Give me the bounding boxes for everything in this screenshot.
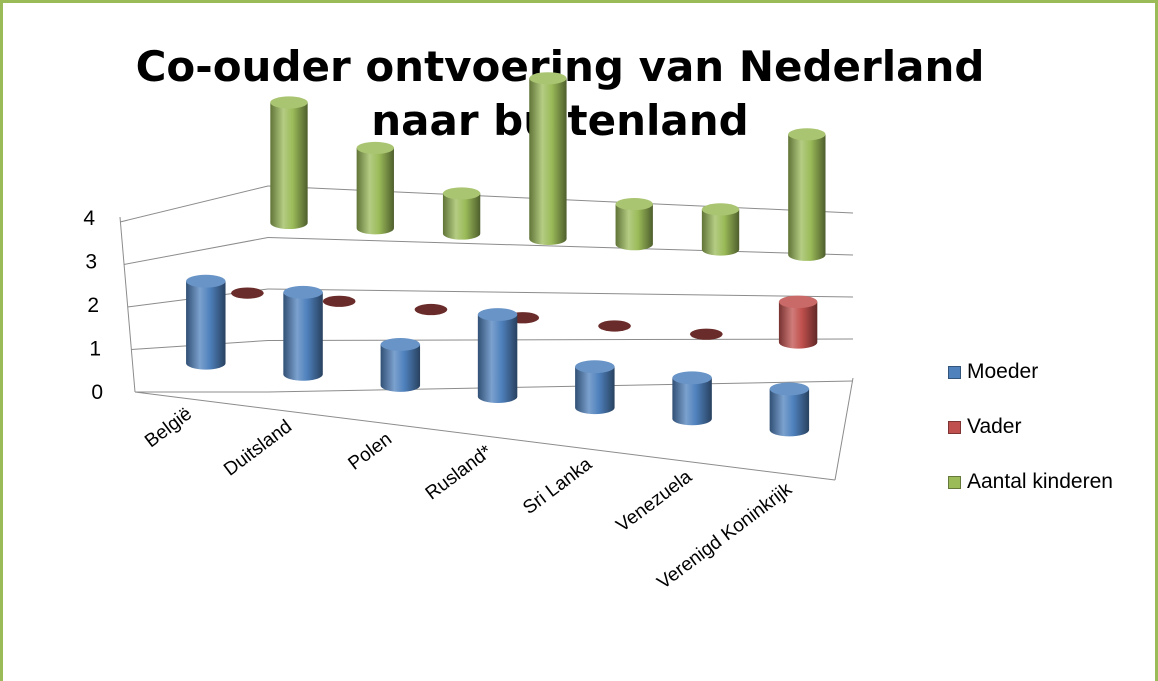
bar-aantal-kinderen-belgie xyxy=(270,96,308,230)
gridline-back-2 xyxy=(267,288,854,298)
legend-swatch-vader xyxy=(948,420,961,434)
bar-body xyxy=(442,193,481,240)
plot-walls xyxy=(119,216,854,481)
bar-vader-polen xyxy=(414,303,448,316)
gridline-back-0 xyxy=(267,380,854,393)
bar-moeder-verenigd-koninkrijk xyxy=(769,382,810,437)
bar-vader-duitsland xyxy=(322,295,356,307)
bar-aantal-kinderen-polen xyxy=(442,187,481,240)
bar-moeder-rusland xyxy=(477,308,518,403)
bar-top xyxy=(529,72,567,85)
bar-vader-verenigd-koninkrijk xyxy=(778,295,818,349)
bar-body xyxy=(615,204,653,251)
bar-body xyxy=(270,102,308,230)
floor-front-edge xyxy=(134,391,836,481)
x-axis-labels: België Duitsland Polen Rusland* Sri Lanka Ven… xyxy=(141,404,796,594)
legend-item-moeder: Moeder xyxy=(948,360,1113,384)
bar-body xyxy=(769,388,810,437)
bar-aantal-kinderen-duitsland xyxy=(356,141,394,235)
bar-body xyxy=(529,78,567,245)
legend-label-moeder: Moeder xyxy=(967,360,1039,383)
bar-vader-venezuela xyxy=(690,328,723,340)
bar-top xyxy=(477,308,518,321)
bar-top xyxy=(283,285,323,299)
bar-body xyxy=(186,281,226,370)
bar-zero-disc xyxy=(322,295,356,307)
y-tick-label: 0 xyxy=(91,381,103,404)
gridline-back-1 xyxy=(267,338,854,341)
bar-aantal-kinderen-verenigd-koninkrijk xyxy=(788,128,826,261)
legend-swatch-moeder xyxy=(948,365,961,379)
y-tick-label: 1 xyxy=(89,338,101,361)
bar-zero-disc xyxy=(598,320,631,332)
bar-moeder-polen xyxy=(380,338,421,392)
legend: Moeder Vader Aantal kinderen xyxy=(948,360,1113,525)
gridline-left-3 xyxy=(123,237,269,265)
legend-label-vader: Vader xyxy=(967,415,1022,438)
bar-body xyxy=(283,292,323,381)
legend-item-vader: Vader xyxy=(948,415,1113,439)
bar-aantal-kinderen-sri-lanka xyxy=(615,197,653,251)
y-tick-label: 2 xyxy=(87,294,99,317)
bar-body xyxy=(575,366,615,415)
bar-top xyxy=(270,96,308,109)
legend-label-aantal-kinderen: Aantal kinderen xyxy=(967,470,1113,493)
bar-moeder-venezuela xyxy=(672,371,712,426)
gridline-back-3 xyxy=(267,237,854,256)
bar-body xyxy=(672,377,712,426)
bar-body xyxy=(778,301,818,349)
legend-item-aantal-kinderen: Aantal kinderen xyxy=(948,470,1113,494)
bar-top xyxy=(575,360,615,374)
x-tick-label: Sri Lanka xyxy=(519,454,596,519)
x-tick-label: Venezuela xyxy=(612,466,696,536)
bar-top xyxy=(701,203,740,216)
x-tick-label: Rusland* xyxy=(422,441,497,505)
x-tick-label: België xyxy=(141,404,196,453)
bar-top xyxy=(356,141,394,155)
bar-top xyxy=(380,338,421,351)
bar-zero-disc xyxy=(414,303,448,316)
left-wall-edge xyxy=(119,216,136,393)
bar-moeder-belgie xyxy=(186,274,226,370)
bar-body xyxy=(356,147,394,235)
x-tick-label: Polen xyxy=(345,429,396,475)
y-tick-label: 3 xyxy=(85,251,97,274)
y-axis-ticks: 0 1 2 3 4 xyxy=(83,207,103,404)
x-tick-label: Duitsland xyxy=(220,416,296,480)
bar-top xyxy=(186,274,226,288)
bar-zero-disc xyxy=(690,328,723,340)
bar-top xyxy=(769,382,810,396)
bar-vader-belgie xyxy=(231,287,264,299)
bar-vader-sri-lanka xyxy=(598,320,631,332)
bar-top xyxy=(788,128,826,141)
bar-top xyxy=(672,371,712,385)
bar-body xyxy=(380,344,421,392)
bar-top xyxy=(778,295,818,309)
legend-swatch-aantal-kinderen xyxy=(948,475,961,489)
bar-body xyxy=(788,134,826,261)
bar-aantal-kinderen-rusland xyxy=(529,72,567,245)
bar-body xyxy=(477,314,518,403)
bar-top xyxy=(615,197,653,211)
floor-right-edge xyxy=(834,377,854,481)
bar-body xyxy=(701,209,740,256)
bars xyxy=(186,72,826,437)
gridline-left-4 xyxy=(119,185,269,223)
y-tick-label: 4 xyxy=(83,207,95,230)
bar-aantal-kinderen-venezuela xyxy=(701,203,740,256)
bar-zero-disc xyxy=(231,287,264,299)
bar-moeder-duitsland xyxy=(283,285,323,381)
bar-top xyxy=(442,187,481,200)
bar-moeder-sri-lanka xyxy=(575,360,615,415)
